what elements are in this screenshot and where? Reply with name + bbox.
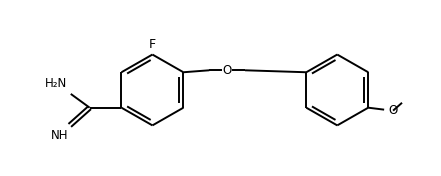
Text: O: O	[223, 64, 232, 77]
Text: NH: NH	[51, 129, 69, 142]
Text: F: F	[149, 38, 156, 51]
Text: O: O	[388, 104, 397, 117]
Text: H₂N: H₂N	[45, 77, 67, 90]
